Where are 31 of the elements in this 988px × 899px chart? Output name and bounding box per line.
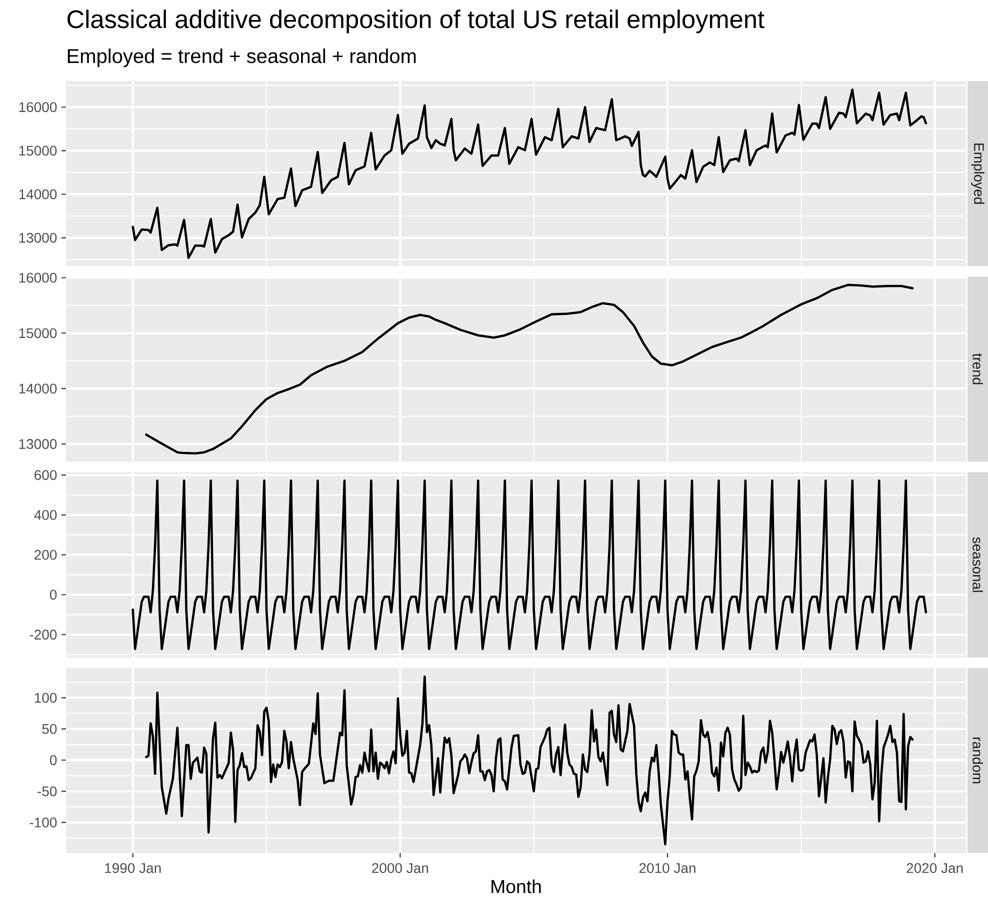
y-tick-label: 600 [34,470,57,480]
x-tick-label: 1990 Jan [105,863,161,874]
y-tick-label: -100 [30,818,57,828]
line-series [132,88,928,259]
text: random [972,738,983,784]
text: Employed [971,144,984,204]
y-tick-label: -200 [30,630,57,640]
y-tick-label: 400 [34,510,57,520]
line-series [145,284,914,455]
y-tick-label: 0 [50,590,57,600]
x-tick-label: 2020 Jan [906,863,963,874]
y-tick-label: 13000 [19,232,57,243]
y-tick-label: -50 [38,786,57,796]
chart-title: Classical additive decomposition of total US retail employment [68,10,764,34]
text: seasonal [972,537,983,592]
y-tick-label: 50 [42,724,57,734]
y-tick-label: 0 [50,755,57,766]
y-tick-label: 15000 [19,328,57,338]
y-tick-label: 13000 [19,439,57,449]
y-tick-label: 14000 [19,189,57,200]
y-tick-label: 200 [34,550,57,560]
y-tick-label: 16000 [19,272,57,283]
x-tick-label: 2010 Jan [639,863,696,874]
y-tick-label: 100 [34,692,57,703]
chart-subtitle: Employed = trend + seasonal + random [68,48,416,68]
y-tick-label: 14000 [19,384,57,394]
x-axis-title: Month [492,879,541,894]
text: trend [972,353,983,384]
x-tick-label: 2000 Jan [372,863,428,874]
y-tick-label: 16000 [19,102,57,112]
y-tick-label: 15000 [19,146,57,156]
